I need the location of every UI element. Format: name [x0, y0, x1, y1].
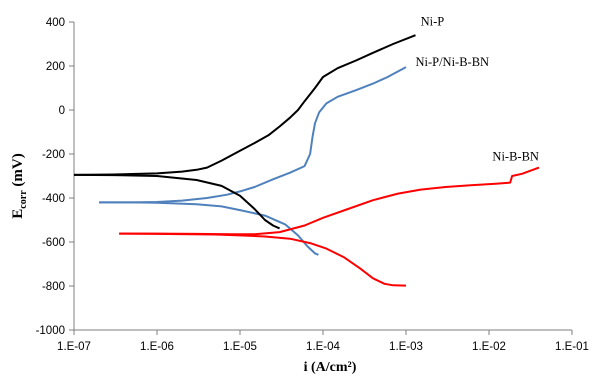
y-tick-label: 400	[46, 17, 65, 29]
series-label: Ni-P	[421, 14, 445, 28]
series-ni-p-cathodic-curve	[73, 173, 281, 230]
y-tick-label: -200	[42, 149, 65, 161]
series-ni-p-anodic-curve	[73, 34, 416, 176]
annotation-group: Ni-P Ni-P/Ni-B-BN Ni-B-BN	[415, 14, 539, 163]
y-axis-title-rest: (mV)	[10, 153, 26, 190]
series-group	[73, 34, 540, 287]
x-tick-label: 1.E-04	[306, 341, 340, 353]
series-ni-p-ni-b-bn-anodic-curve	[99, 66, 407, 204]
x-tick-label: 1.E-07	[57, 341, 91, 353]
y-tick-label: -1000	[36, 325, 65, 337]
x-tick-label: 1.E-01	[555, 341, 589, 353]
y-tick-label: -600	[42, 237, 65, 249]
y-tick-label: -800	[42, 281, 65, 293]
x-tick-label: 1.E-06	[140, 341, 174, 353]
x-tick-label: 1.E-02	[472, 341, 506, 353]
axes-group: -1000 -800 -600 -400 -200 0 200 400 1.E-07 1.E-06…	[36, 17, 589, 353]
x-axis-title: i (A/cm²)	[304, 360, 357, 375]
series-label: Ni-B-BN	[492, 150, 539, 164]
y-tick-label: 0	[59, 105, 65, 117]
y-axis-title-main: E	[10, 209, 26, 219]
y-axis-title-sub: corr	[18, 190, 29, 209]
y-tick-label: -400	[42, 193, 65, 205]
y-tick-label: 200	[46, 61, 65, 73]
series-ni-p-ni-b-bn-cathodic-curve	[99, 201, 319, 256]
series-ni-b-bn-cathodic-curve	[119, 232, 407, 287]
x-tick-label: 1.E-05	[223, 341, 257, 353]
series-label: Ni-P/Ni-B-BN	[415, 55, 489, 69]
y-axis-title: Ecorr (mV)	[10, 153, 29, 218]
x-tick-label: 1.E-03	[389, 341, 423, 353]
